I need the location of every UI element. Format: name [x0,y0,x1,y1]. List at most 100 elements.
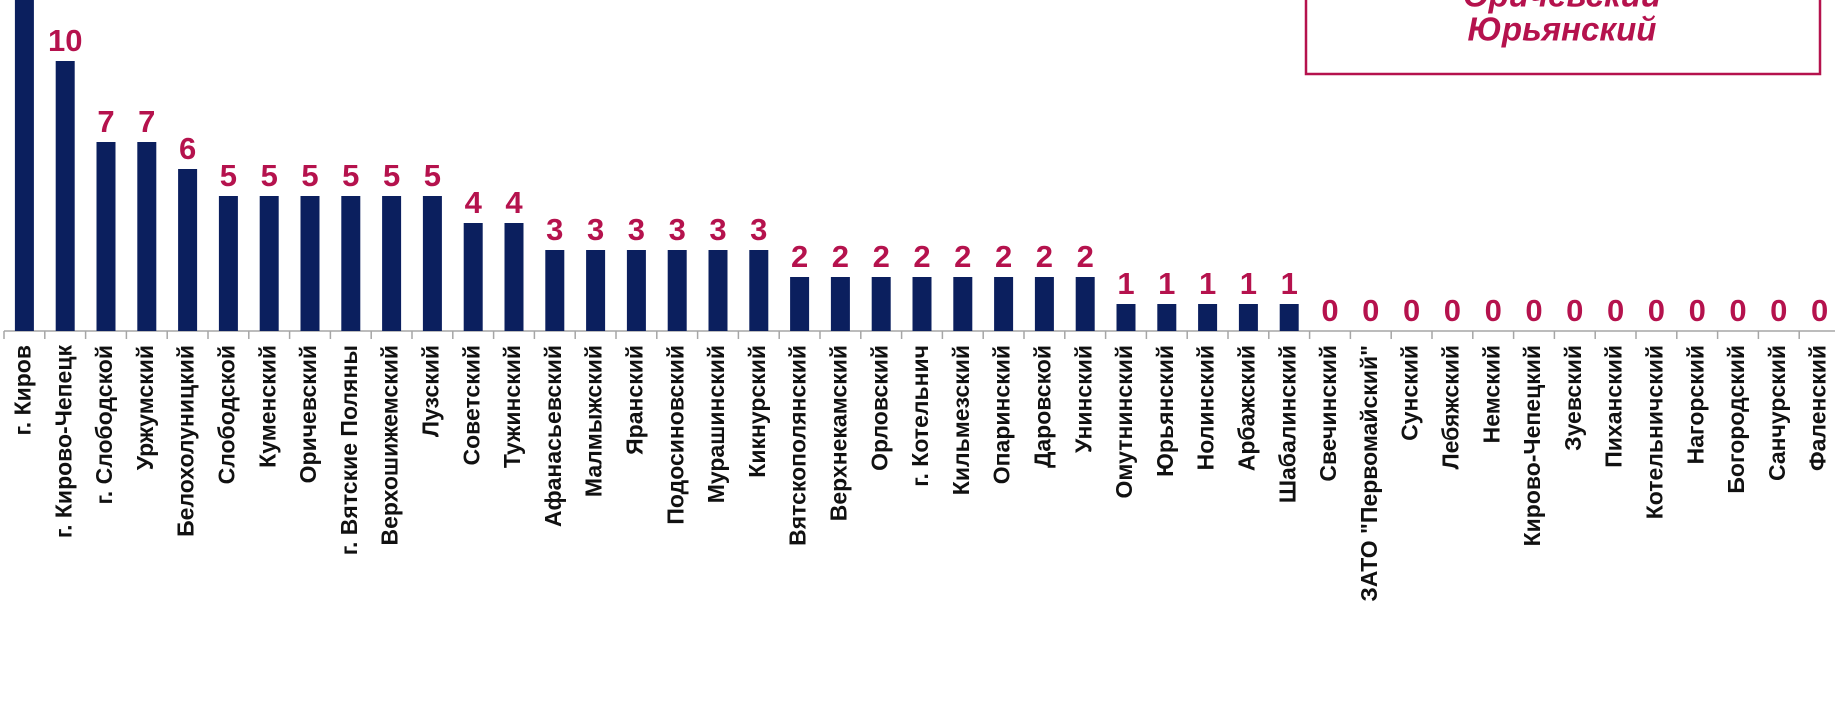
x-tick-label: Кирово-Чепецкий [1519,345,1545,546]
bar [708,250,728,331]
x-tick-label: Уржумский [132,345,158,470]
bar [55,61,75,331]
value-label: 0 [1444,293,1461,328]
value-label: 0 [1525,293,1542,328]
bar [300,196,320,331]
x-tick-label: Слободской [213,345,239,484]
x-tick-label: Афанасьевский [540,345,566,527]
x-tick-label: Зуевский [1560,345,1586,451]
bar [1157,304,1177,331]
value-label: 2 [832,239,849,274]
value-label: 2 [954,239,971,274]
value-label: 2 [1036,239,1053,274]
value-label: 1 [1199,266,1216,301]
bar [667,250,687,331]
x-tick-label: Сунский [1397,345,1423,441]
value-label: 1 [1158,266,1175,301]
value-label: 5 [342,158,359,193]
bar [14,0,34,331]
value-label: 4 [465,185,483,220]
x-tick-label: Пиханский [1601,345,1627,468]
bar [1075,277,1095,331]
x-tick-label: Кильмезский [948,345,974,495]
x-tick-label: Опаринский [989,345,1015,484]
bar [626,250,646,331]
x-tick-label: Подосиновский [662,345,688,525]
x-tick-label: Лебяжский [1437,345,1463,470]
value-label: 5 [220,158,237,193]
x-tick-label: Вятскополянский [785,345,811,546]
x-tick-label: Малмыжский [581,345,607,497]
value-label: 1 [1240,266,1257,301]
x-tick-label: г. Киров [9,345,35,435]
value-label: 0 [1566,293,1583,328]
bar [1198,304,1218,331]
x-tick-label: Котельничский [1641,345,1667,519]
value-label: 2 [791,239,808,274]
bar [586,250,606,331]
bar [382,196,402,331]
value-label: 0 [1689,293,1706,328]
value-label: 3 [587,212,604,247]
bar [1279,304,1299,331]
x-tick-label: Даровской [1029,345,1055,468]
value-label: 0 [1607,293,1624,328]
bar [463,223,483,331]
value-label: 5 [424,158,441,193]
bar [545,250,565,331]
value-label: 0 [1648,293,1665,328]
annotation-line: Юрьянский [1468,11,1657,48]
bar [1238,304,1258,331]
x-tick-label: ЗАТО "Первомайский" [1356,345,1382,602]
x-tick-label: Орловский [866,345,892,471]
bar [341,196,361,331]
value-label: 2 [913,239,930,274]
value-label: 7 [138,104,155,139]
value-label: 1 [1281,266,1298,301]
value-label: 0 [1321,293,1338,328]
value-label: 4 [505,185,523,220]
x-tick-label: Лузский [417,345,443,437]
value-label: 0 [1485,293,1502,328]
bar [912,277,932,331]
value-label: 2 [995,239,1012,274]
value-label: 1 [1117,266,1134,301]
value-label: 5 [261,158,278,193]
x-tick-label: Яранский [621,345,647,455]
x-tick-label: Нолинский [1193,345,1219,470]
bar [994,277,1014,331]
x-tick-label: Немский [1478,345,1504,443]
x-tick-label: г. Вятские Поляны [336,345,362,555]
value-label: 2 [1077,239,1094,274]
x-tick-label: Свечинский [1315,345,1341,482]
x-tick-label: Юрьянский [1152,345,1178,477]
x-tick-label: Фаленский [1805,345,1831,471]
value-label: 0 [1811,293,1828,328]
x-tick-label: г. Котельнич [907,345,933,487]
bar [953,277,973,331]
value-label: 3 [628,212,645,247]
x-tick-label: г. Кирово-Чепецк [50,345,76,539]
bar [137,142,157,331]
value-label: 0 [1403,293,1420,328]
x-tick-label: Тужинский [499,345,525,468]
bar [178,169,198,331]
value-label: 3 [669,212,686,247]
x-tick-label: Арбажский [1233,345,1259,471]
bar [259,196,279,331]
x-tick-label: Мурашинский [703,345,729,503]
x-tick-label: Белохолуницкий [173,345,199,537]
x-tick-label: Кикнурский [744,345,770,478]
value-label: 3 [546,212,563,247]
value-label: 6 [179,131,196,166]
value-label: 10 [48,23,82,58]
bar [790,277,810,331]
value-label: 7 [97,104,114,139]
value-label: 0 [1770,293,1787,328]
annotation-line: Оричевский [1463,0,1661,14]
x-tick-label: Нагорский [1682,345,1708,464]
x-tick-label: Куменский [254,345,280,468]
value-label: 5 [383,158,400,193]
value-label: 5 [301,158,318,193]
